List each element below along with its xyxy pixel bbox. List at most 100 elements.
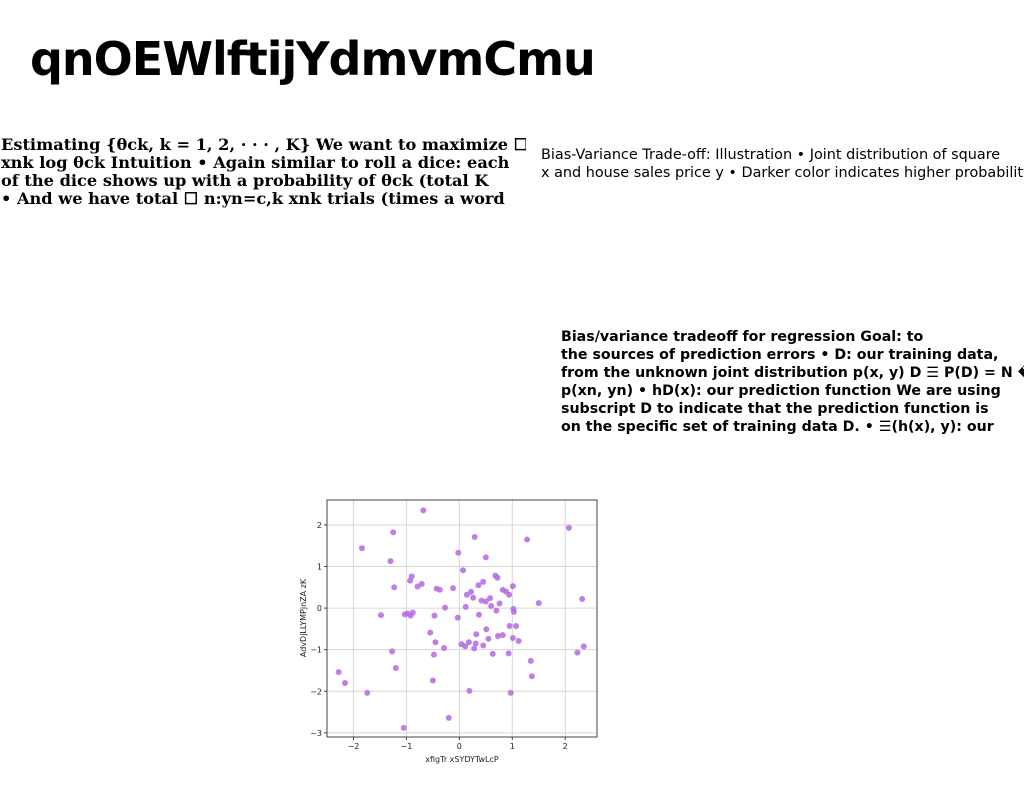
scatter-point	[418, 580, 425, 587]
scatter-point	[565, 524, 572, 531]
scatter-point	[527, 657, 534, 664]
text-line: x and house sales price y • Darker color…	[541, 165, 1024, 181]
scatter-point	[488, 603, 495, 610]
scatter-point	[427, 629, 434, 636]
scatter-chart: −2 −1 0 1 2 −3 −2 −1 0 1 2 xfigTr xSYDYTwLcP AdvDj…	[299, 499, 598, 764]
scatter-point	[455, 549, 462, 556]
scatter-point	[496, 600, 503, 607]
scatter-point	[574, 649, 581, 656]
scatter-point	[436, 586, 443, 593]
axis-ticks: −2 −1 0 1 2 −3 −2 −1 0 1 2	[310, 521, 568, 751]
text-line: of the dice shows up with a probability …	[1, 172, 489, 190]
page-title: qnOEWlftijYdmvmCmu	[30, 32, 596, 86]
text-line: the sources of prediction errors • D: ou…	[561, 347, 999, 363]
x-axis-label: xfigTr xSYDYTwLcP	[425, 755, 499, 764]
scatter-point	[509, 635, 516, 642]
text-line: on the specific set of training data D. …	[561, 419, 994, 435]
y-tick-label: 2	[317, 521, 322, 530]
y-tick-label: −3	[310, 729, 322, 738]
y-tick-label: 0	[317, 604, 322, 613]
scatter-point	[409, 609, 416, 616]
scatter-point	[499, 632, 506, 639]
scatter-point	[475, 582, 482, 589]
scatter-point	[429, 677, 436, 684]
scatter-point	[432, 639, 439, 646]
scatter-point	[387, 558, 394, 565]
scatter-point	[391, 584, 398, 591]
scatter-point	[535, 600, 542, 607]
y-tick-label: −2	[310, 687, 322, 696]
scatter-point	[392, 664, 399, 671]
scatter-point	[390, 529, 397, 536]
y-tick-label: 1	[317, 563, 322, 572]
text-line: p(xn, yn) • hD(x): our prediction functi…	[561, 383, 1001, 399]
scatter-point	[480, 642, 487, 649]
scatter-point	[430, 651, 437, 658]
text-line: from the unknown joint distribution p(x,…	[561, 365, 1024, 381]
scatter-point	[407, 577, 414, 584]
scatter-point	[420, 507, 427, 514]
scatter-point	[358, 545, 365, 552]
scatter-point	[462, 643, 469, 650]
scatter-point	[400, 724, 407, 731]
x-tick-label: 1	[510, 742, 515, 751]
scatter-point	[472, 640, 479, 647]
scatter-point	[510, 608, 517, 615]
scatter-point	[471, 645, 478, 652]
scatter-point	[513, 622, 519, 629]
scatter-point	[462, 603, 469, 610]
scatter-point	[506, 622, 513, 629]
scatter-point	[524, 536, 531, 543]
scatter-point	[463, 591, 470, 598]
y-axis-label: AdvDjLLYMPjnZA zK	[299, 578, 308, 657]
scatter-point	[495, 632, 501, 639]
scatter-point	[482, 598, 489, 605]
scatter-point	[515, 637, 522, 644]
x-tick-label: 0	[457, 742, 462, 751]
scatter-point	[364, 689, 371, 696]
scatter-point	[483, 626, 490, 633]
scatter-point	[494, 574, 501, 581]
scatter-point	[505, 650, 512, 657]
paragraph-bias-variance-regression: Bias/variance tradeoff for regression Go…	[561, 328, 1024, 436]
scatter-point	[475, 611, 482, 618]
scatter-point	[470, 594, 477, 601]
scatter-point	[454, 614, 461, 621]
scatter-point	[580, 643, 587, 650]
scatter-point	[442, 604, 449, 611]
scatter-point	[466, 687, 473, 694]
text-line: subscript D to indicate that the predict…	[561, 401, 989, 417]
text-line: Bias/variance tradeoff for regression Go…	[561, 329, 924, 345]
text-line: xnk log θck Intuition • Again similar to…	[1, 154, 510, 172]
scatter-points	[335, 507, 587, 731]
scatter-point	[493, 607, 500, 614]
scatter-point	[431, 612, 438, 619]
scatter-point	[445, 714, 452, 721]
scatter-point	[528, 673, 535, 680]
paragraph-naive-bayes-estimation: Estimating {θck, k = 1, 2, · · · , K} We…	[1, 136, 526, 208]
scatter-point	[342, 679, 348, 686]
x-tick-label: −2	[348, 742, 360, 751]
scatter-point	[450, 585, 456, 592]
scatter-point	[473, 631, 480, 638]
scatter-point	[468, 588, 474, 595]
scatter-point	[489, 650, 496, 657]
scatter-point	[480, 578, 487, 585]
scatter-point	[460, 567, 467, 574]
scatter-point	[335, 669, 342, 676]
scatter-point	[471, 534, 478, 541]
text-line: Bias-Variance Trade-off: Illustration • …	[541, 147, 1001, 163]
scatter-point	[441, 645, 447, 652]
text-line: • And we have total ☐ n:yn=c,k xnk trial…	[1, 190, 505, 208]
scatter-point	[579, 595, 586, 602]
scatter-point	[465, 639, 472, 646]
scatter-point	[509, 583, 516, 590]
paragraph-bias-variance-illustration: Bias-Variance Trade-off: Illustration • …	[541, 146, 1024, 182]
y-tick-label: −1	[310, 646, 322, 655]
x-tick-label: −1	[401, 742, 413, 751]
scatter-point	[482, 554, 489, 561]
plot-frame	[326, 499, 598, 738]
scatter-point	[507, 689, 514, 696]
scatter-point	[485, 635, 492, 642]
scatter-point	[506, 591, 513, 598]
